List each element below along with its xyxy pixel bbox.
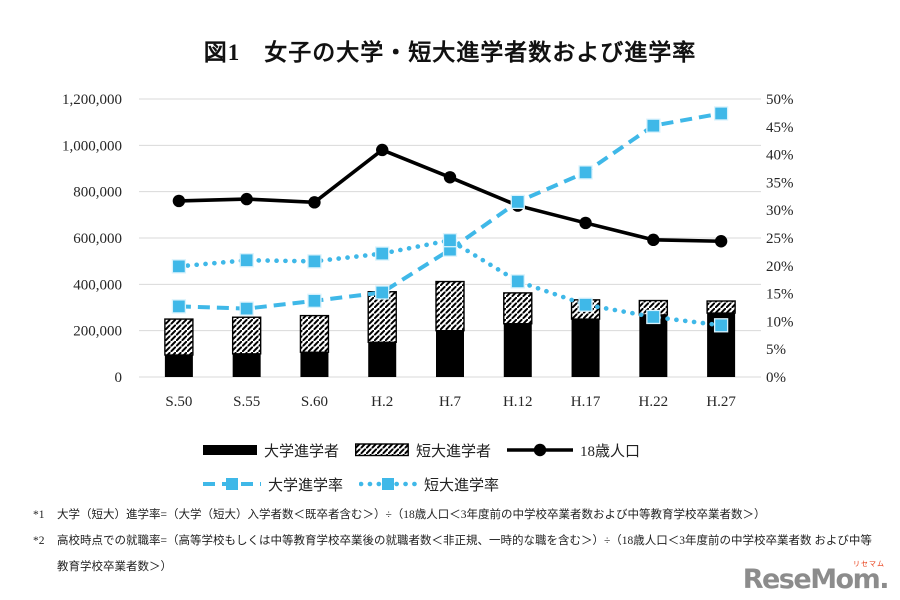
legend-row-2: 大学進学率 短大進学率 [203, 467, 656, 501]
legend-label: 18歳人口 [580, 443, 641, 460]
chart-canvas: 0 200,000 400,000 600,000 800,000 1,000,000 1,… [62, 92, 794, 410]
svg-text:600,000: 600,000 [73, 231, 122, 247]
svg-text:5%: 5% [766, 342, 786, 358]
svg-text:H.17: H.17 [571, 394, 601, 410]
legend-item-18yo-population: 18歳人口 [507, 440, 640, 461]
line-jc-rate [171, 233, 729, 333]
footnote-text: 高校時点での就職率=（高等学校もしくは中等教育学校卒業後の就職者数＜非正規、一時… [57, 535, 872, 573]
right-axis-tick-labels: 0% 5% 10% 15% 20% 25% 30% 35% 40% 45% 50% [766, 92, 794, 386]
svg-text:S.50: S.50 [165, 394, 192, 410]
black-line-circle-swatch-icon [507, 443, 574, 457]
svg-text:800,000: 800,000 [73, 185, 122, 201]
legend-label: 大学進学率 [268, 477, 344, 494]
footnotes: *1 大学（短大）進学率=（大学（短大）入学者数＜既卒者含む＞）÷（18歳人口＜… [33, 502, 878, 580]
legend-row-1: 大学進学者 短大進学者 18歳人口 [203, 433, 656, 467]
bars-jc-entrants [164, 280, 736, 356]
legend-item-university-entrants: 大学進学者 [203, 440, 339, 461]
svg-text:20%: 20% [766, 259, 794, 275]
svg-text:35%: 35% [766, 175, 794, 191]
svg-text:1,200,000: 1,200,000 [62, 92, 122, 108]
hatched-bar-swatch-icon [355, 443, 409, 457]
svg-text:1,000,000: 1,000,000 [62, 138, 122, 154]
bars-university-entrants [164, 313, 736, 377]
legend-item-jc-rate: 短大進学率 [359, 474, 499, 495]
footnote-1: *1 大学（短大）進学率=（大学（短大）入学者数＜既卒者含む＞）÷（18歳人口＜… [33, 502, 878, 528]
svg-text:H.12: H.12 [503, 394, 533, 410]
solid-bar-swatch-icon [203, 445, 257, 455]
svg-text:30%: 30% [766, 203, 794, 219]
svg-text:H.2: H.2 [371, 394, 393, 410]
legend-item-jc-entrants: 短大進学者 [355, 440, 491, 461]
footnote-marker: *2 [33, 535, 45, 547]
x-axis-category-labels: S.50 S.55 S.60 H.2 H.7 H.12 H.17 H.22 H.27 [165, 394, 736, 410]
svg-text:H.22: H.22 [639, 394, 669, 410]
footnote-2: *2 高校時点での就職率=（高等学校もしくは中等教育学校卒業後の就職者数＜非正規… [33, 528, 878, 580]
svg-text:45%: 45% [766, 120, 794, 136]
svg-text:15%: 15% [766, 287, 794, 303]
svg-text:H.7: H.7 [439, 394, 462, 410]
left-axis-tick-labels: 0 200,000 400,000 600,000 800,000 1,000,000 1,… [62, 92, 122, 386]
svg-text:400,000: 400,000 [73, 277, 122, 293]
svg-text:50%: 50% [766, 92, 794, 108]
svg-text:25%: 25% [766, 231, 794, 247]
svg-text:40%: 40% [766, 148, 794, 164]
legend-item-university-rate: 大学進学率 [203, 474, 343, 495]
svg-text:0%: 0% [766, 370, 786, 386]
dashed-line-square-swatch-icon [203, 478, 261, 490]
resemom-logo: リセマム ReseMom. [742, 561, 890, 595]
footnote-marker: *1 [33, 509, 45, 521]
svg-text:S.60: S.60 [301, 394, 328, 410]
dotted-line-square-swatch-icon [359, 478, 418, 490]
chart-legend: 大学進学者 短大進学者 18歳人口 [203, 433, 656, 501]
svg-text:S.55: S.55 [233, 394, 260, 410]
logo-ruby-text: リセマム [853, 560, 885, 568]
line-18yo-population [172, 143, 728, 248]
legend-label: 短大進学率 [424, 477, 500, 494]
svg-text:10%: 10% [766, 314, 794, 330]
legend-label: 大学進学者 [264, 443, 340, 460]
svg-text:H.27: H.27 [706, 394, 736, 410]
chart-title: 図1 女子の大学・短大進学者数および進学率 [203, 40, 697, 65]
logo-wordmark: ReseMom. [742, 564, 890, 595]
svg-text:0: 0 [115, 370, 123, 386]
footnote-text: 大学（短大）進学率=（大学（短大）入学者数＜既卒者含む＞）÷（18歳人口＜3年度… [57, 509, 766, 521]
legend-label: 短大進学者 [416, 443, 492, 460]
svg-text:200,000: 200,000 [73, 324, 122, 340]
